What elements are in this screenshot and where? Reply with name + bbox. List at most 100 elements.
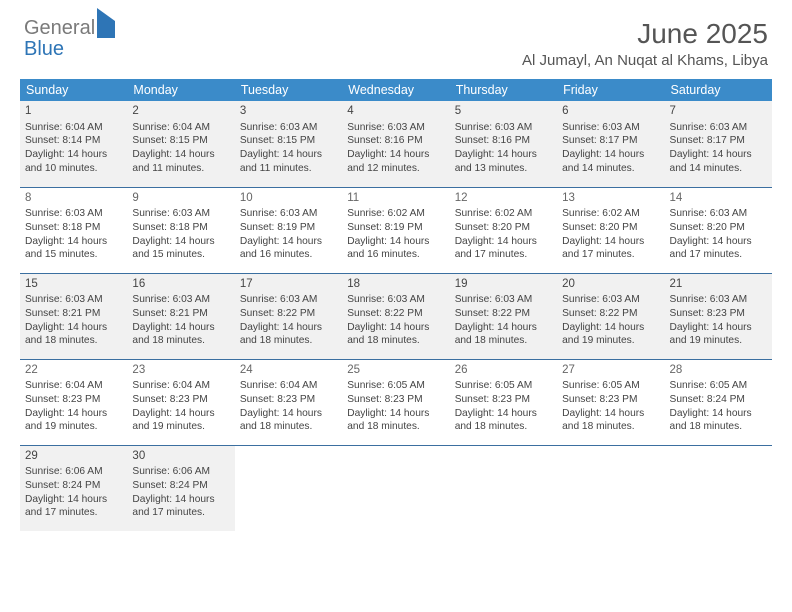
- weekday-header: Friday: [557, 79, 664, 101]
- day-day2: and 19 minutes.: [25, 420, 122, 434]
- day-sunset: Sunset: 8:23 PM: [347, 393, 444, 407]
- day-sunset: Sunset: 8:24 PM: [670, 393, 767, 407]
- day-sunrise: Sunrise: 6:03 AM: [562, 121, 659, 135]
- calendar-day-cell: 20Sunrise: 6:03 AMSunset: 8:22 PMDayligh…: [557, 273, 664, 359]
- day-day1: Daylight: 14 hours: [240, 235, 337, 249]
- day-day2: and 18 minutes.: [347, 334, 444, 348]
- day-day1: Daylight: 14 hours: [240, 148, 337, 162]
- day-sunrise: Sunrise: 6:04 AM: [240, 379, 337, 393]
- day-number: 25: [347, 363, 444, 379]
- day-number: 11: [347, 191, 444, 207]
- location-text: Al Jumayl, An Nuqat al Khams, Libya: [522, 52, 768, 69]
- day-day1: Daylight: 14 hours: [240, 407, 337, 421]
- day-sunrise: Sunrise: 6:03 AM: [670, 293, 767, 307]
- day-day2: and 12 minutes.: [347, 162, 444, 176]
- day-day1: Daylight: 14 hours: [670, 235, 767, 249]
- day-day2: and 17 minutes.: [25, 506, 122, 520]
- day-day2: and 18 minutes.: [240, 334, 337, 348]
- day-day1: Daylight: 14 hours: [562, 148, 659, 162]
- day-sunset: Sunset: 8:18 PM: [25, 221, 122, 235]
- calendar-day-cell: 14Sunrise: 6:03 AMSunset: 8:20 PMDayligh…: [665, 187, 772, 273]
- day-sunrise: Sunrise: 6:03 AM: [240, 207, 337, 221]
- day-sunset: Sunset: 8:16 PM: [455, 134, 552, 148]
- day-sunrise: Sunrise: 6:03 AM: [455, 293, 552, 307]
- day-day1: Daylight: 14 hours: [347, 148, 444, 162]
- calendar-week-row: 22Sunrise: 6:04 AMSunset: 8:23 PMDayligh…: [20, 359, 772, 445]
- calendar-day-cell: 27Sunrise: 6:05 AMSunset: 8:23 PMDayligh…: [557, 359, 664, 445]
- day-sunrise: Sunrise: 6:03 AM: [670, 207, 767, 221]
- logo-text-part2: Blue: [24, 38, 64, 60]
- day-sunset: Sunset: 8:22 PM: [240, 307, 337, 321]
- calendar-day-cell: 28Sunrise: 6:05 AMSunset: 8:24 PMDayligh…: [665, 359, 772, 445]
- calendar-day-cell: 24Sunrise: 6:04 AMSunset: 8:23 PMDayligh…: [235, 359, 342, 445]
- day-sunset: Sunset: 8:23 PM: [132, 393, 229, 407]
- day-day1: Daylight: 14 hours: [347, 321, 444, 335]
- calendar-day-cell: 3Sunrise: 6:03 AMSunset: 8:15 PMDaylight…: [235, 101, 342, 187]
- calendar-day-cell: 26Sunrise: 6:05 AMSunset: 8:23 PMDayligh…: [450, 359, 557, 445]
- calendar-day-cell: 21Sunrise: 6:03 AMSunset: 8:23 PMDayligh…: [665, 273, 772, 359]
- day-sunrise: Sunrise: 6:03 AM: [240, 121, 337, 135]
- day-number: 7: [670, 104, 767, 120]
- day-day1: Daylight: 14 hours: [670, 321, 767, 335]
- day-sunset: Sunset: 8:15 PM: [132, 134, 229, 148]
- calendar-day-cell: [665, 445, 772, 531]
- day-day1: Daylight: 14 hours: [25, 148, 122, 162]
- day-number: 27: [562, 363, 659, 379]
- day-number: 1: [25, 104, 122, 120]
- day-number: 22: [25, 363, 122, 379]
- day-sunset: Sunset: 8:17 PM: [562, 134, 659, 148]
- day-day2: and 16 minutes.: [347, 248, 444, 262]
- day-day1: Daylight: 14 hours: [455, 321, 552, 335]
- day-day2: and 11 minutes.: [132, 162, 229, 176]
- calendar-day-cell: 6Sunrise: 6:03 AMSunset: 8:17 PMDaylight…: [557, 101, 664, 187]
- month-title: June 2025: [522, 18, 768, 50]
- calendar-day-cell: 18Sunrise: 6:03 AMSunset: 8:22 PMDayligh…: [342, 273, 449, 359]
- day-number: 9: [132, 191, 229, 207]
- day-number: 23: [132, 363, 229, 379]
- day-day1: Daylight: 14 hours: [132, 493, 229, 507]
- day-sunrise: Sunrise: 6:03 AM: [670, 121, 767, 135]
- day-sunset: Sunset: 8:19 PM: [240, 221, 337, 235]
- day-sunset: Sunset: 8:21 PM: [132, 307, 229, 321]
- day-day2: and 15 minutes.: [132, 248, 229, 262]
- day-number: 18: [347, 277, 444, 293]
- calendar-day-cell: 25Sunrise: 6:05 AMSunset: 8:23 PMDayligh…: [342, 359, 449, 445]
- calendar-day-cell: 8Sunrise: 6:03 AMSunset: 8:18 PMDaylight…: [20, 187, 127, 273]
- day-number: 8: [25, 191, 122, 207]
- day-day1: Daylight: 14 hours: [347, 407, 444, 421]
- day-number: 10: [240, 191, 337, 207]
- day-sunrise: Sunrise: 6:04 AM: [25, 121, 122, 135]
- logo: General Blue: [24, 18, 115, 60]
- calendar-day-cell: [235, 445, 342, 531]
- title-block: June 2025 Al Jumayl, An Nuqat al Khams, …: [522, 18, 768, 69]
- day-day1: Daylight: 14 hours: [25, 235, 122, 249]
- day-number: 20: [562, 277, 659, 293]
- day-number: 30: [132, 449, 229, 465]
- day-number: 14: [670, 191, 767, 207]
- day-sunrise: Sunrise: 6:04 AM: [132, 121, 229, 135]
- day-sunrise: Sunrise: 6:02 AM: [347, 207, 444, 221]
- weekday-header: Wednesday: [342, 79, 449, 101]
- day-sunset: Sunset: 8:16 PM: [347, 134, 444, 148]
- calendar-day-cell: [557, 445, 664, 531]
- day-sunset: Sunset: 8:23 PM: [25, 393, 122, 407]
- day-number: 28: [670, 363, 767, 379]
- day-sunrise: Sunrise: 6:03 AM: [347, 121, 444, 135]
- day-day1: Daylight: 14 hours: [455, 148, 552, 162]
- day-sunset: Sunset: 8:19 PM: [347, 221, 444, 235]
- day-day2: and 19 minutes.: [132, 420, 229, 434]
- day-number: 24: [240, 363, 337, 379]
- day-day2: and 18 minutes.: [132, 334, 229, 348]
- calendar-day-cell: 29Sunrise: 6:06 AMSunset: 8:24 PMDayligh…: [20, 445, 127, 531]
- day-number: 19: [455, 277, 552, 293]
- day-day2: and 18 minutes.: [25, 334, 122, 348]
- day-sunrise: Sunrise: 6:03 AM: [562, 293, 659, 307]
- calendar-day-cell: 19Sunrise: 6:03 AMSunset: 8:22 PMDayligh…: [450, 273, 557, 359]
- day-sunrise: Sunrise: 6:06 AM: [25, 465, 122, 479]
- day-sunset: Sunset: 8:24 PM: [25, 479, 122, 493]
- calendar-week-row: 1Sunrise: 6:04 AMSunset: 8:14 PMDaylight…: [20, 101, 772, 187]
- day-day1: Daylight: 14 hours: [240, 321, 337, 335]
- calendar-day-cell: 4Sunrise: 6:03 AMSunset: 8:16 PMDaylight…: [342, 101, 449, 187]
- day-day1: Daylight: 14 hours: [347, 235, 444, 249]
- day-day1: Daylight: 14 hours: [455, 407, 552, 421]
